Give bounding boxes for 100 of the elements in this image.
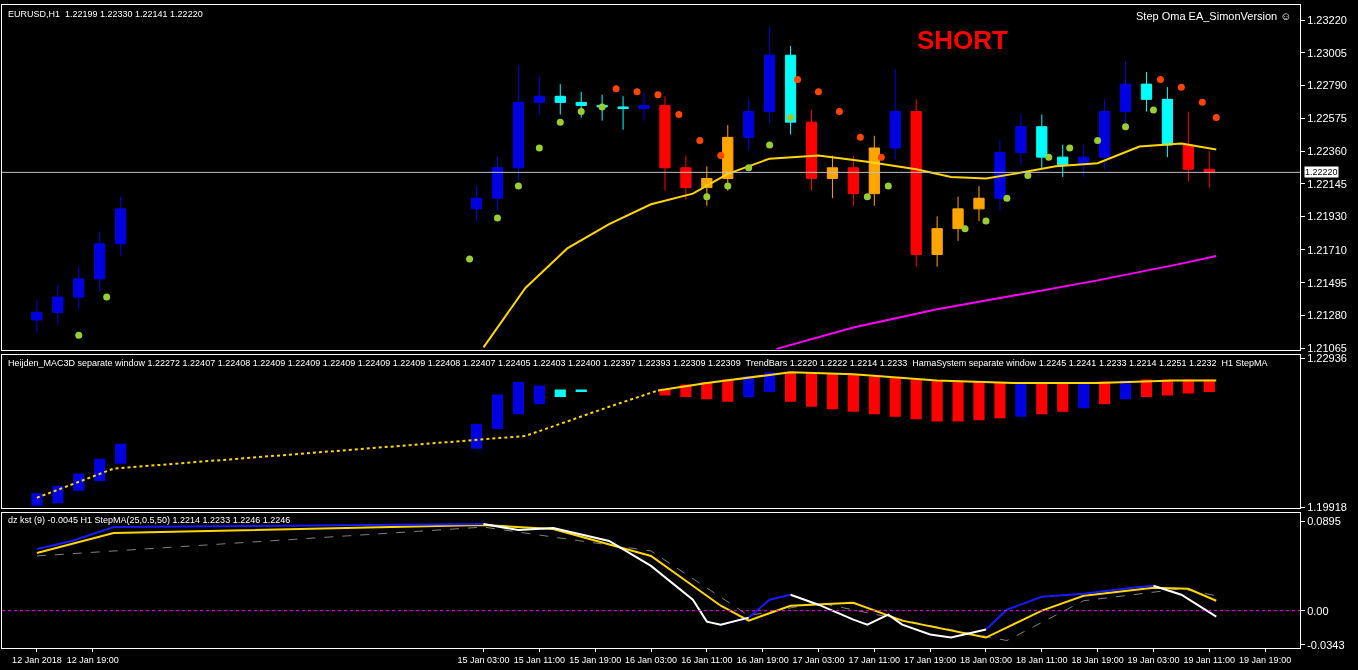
point bbox=[577, 108, 585, 115]
x-tick-label: 15 Jan 11:00 bbox=[513, 654, 566, 665]
point bbox=[814, 88, 822, 96]
bar bbox=[784, 372, 797, 402]
point bbox=[835, 108, 843, 115]
point bbox=[1177, 83, 1185, 91]
point bbox=[633, 88, 641, 96]
point bbox=[1212, 114, 1220, 122]
candlestick bbox=[470, 185, 483, 222]
bar bbox=[533, 385, 545, 405]
line-series bbox=[482, 142, 1218, 349]
point bbox=[1122, 123, 1130, 131]
bar bbox=[115, 443, 127, 464]
candlestick bbox=[31, 299, 43, 333]
x-tick-label: 17 Jan 19:00 bbox=[904, 654, 957, 665]
y-tick-label: 1.21280 bbox=[1307, 309, 1347, 322]
bar bbox=[764, 372, 776, 392]
point bbox=[884, 182, 892, 190]
candlestick bbox=[575, 91, 587, 119]
candlestick bbox=[533, 76, 545, 116]
candlestick bbox=[680, 155, 692, 201]
y-tick-label: 1.21065 bbox=[1307, 341, 1347, 354]
point bbox=[1198, 98, 1206, 106]
y-tick-label: 1.22145 bbox=[1307, 177, 1347, 190]
candlestick bbox=[73, 266, 85, 310]
candlestick bbox=[847, 155, 860, 207]
bar bbox=[952, 381, 964, 422]
bar bbox=[1036, 382, 1048, 415]
point bbox=[724, 182, 732, 190]
x-tick-label: 12 Jan 19:00 bbox=[66, 654, 119, 665]
y-tick-label: 1.23220 bbox=[1307, 14, 1347, 27]
point bbox=[675, 111, 683, 119]
candlestick bbox=[94, 231, 106, 292]
point bbox=[1045, 153, 1053, 161]
point bbox=[696, 136, 704, 144]
bar bbox=[889, 378, 901, 417]
x-tick-label: 19 Jan 03:00 bbox=[1127, 654, 1180, 665]
y-tick-label: 1.21495 bbox=[1307, 276, 1347, 289]
point bbox=[766, 141, 774, 149]
y-tick-label: 1.21710 bbox=[1307, 243, 1347, 256]
point bbox=[466, 255, 474, 263]
candlestick bbox=[52, 284, 64, 325]
y-tick-label: 1.22790 bbox=[1307, 79, 1347, 92]
candlestick bbox=[889, 68, 901, 161]
bar bbox=[1015, 382, 1027, 417]
candlestick bbox=[931, 215, 943, 268]
x-tick-label: 17 Jan 11:00 bbox=[848, 654, 901, 665]
bar bbox=[847, 374, 859, 412]
bar bbox=[910, 379, 922, 420]
point bbox=[535, 144, 543, 152]
x-tick-label: 16 Jan 19:00 bbox=[736, 654, 789, 665]
point bbox=[598, 103, 606, 111]
point bbox=[961, 225, 969, 233]
bar bbox=[52, 485, 64, 504]
annotation: Step Oma EA_SimonVersion ☺ bbox=[1136, 10, 1292, 22]
bar bbox=[1078, 382, 1090, 409]
point bbox=[75, 331, 83, 339]
point bbox=[1003, 194, 1011, 202]
point bbox=[1156, 76, 1164, 84]
point bbox=[703, 193, 711, 201]
point bbox=[514, 182, 522, 190]
x-tick-label: 17 Jan 03:00 bbox=[792, 654, 845, 665]
bar bbox=[931, 380, 943, 422]
bar bbox=[554, 389, 566, 397]
bar bbox=[805, 372, 818, 407]
point bbox=[493, 214, 501, 222]
candlestick bbox=[491, 155, 504, 211]
y-tick-label: 1.22936 bbox=[1307, 351, 1347, 364]
point bbox=[1066, 144, 1074, 152]
y-tick-label: 1.22575 bbox=[1307, 112, 1347, 125]
bar bbox=[512, 382, 524, 415]
x-tick-label: 19 Jan 11:00 bbox=[1183, 654, 1235, 665]
candlestick bbox=[554, 83, 566, 116]
bar bbox=[973, 382, 985, 421]
point bbox=[787, 114, 795, 122]
bar bbox=[994, 382, 1006, 419]
point bbox=[654, 91, 662, 99]
candlestick bbox=[512, 65, 525, 181]
point bbox=[717, 152, 725, 160]
x-tick-label: 16 Jan 11:00 bbox=[681, 654, 733, 665]
bar bbox=[868, 376, 880, 415]
line-series bbox=[775, 255, 1218, 350]
point bbox=[877, 153, 885, 161]
candlestick bbox=[1161, 86, 1174, 158]
ref-line-label: 1.22220 bbox=[1305, 167, 1338, 177]
candlestick bbox=[638, 92, 650, 122]
x-tick-label: 18 Jan 19:00 bbox=[1071, 654, 1124, 665]
candlestick bbox=[805, 109, 818, 192]
candlestick bbox=[910, 98, 922, 268]
candlestick bbox=[617, 95, 629, 131]
bar bbox=[94, 458, 106, 481]
point bbox=[612, 85, 620, 93]
candlestick bbox=[826, 155, 839, 199]
y-tick-label: -0.0343 bbox=[1307, 638, 1345, 651]
bar bbox=[31, 493, 43, 506]
point bbox=[982, 217, 990, 225]
y-tick-label: 0.00 bbox=[1307, 604, 1329, 617]
point bbox=[1024, 171, 1032, 179]
x-tick-label: 18 Jan 03:00 bbox=[959, 654, 1012, 665]
point bbox=[745, 164, 753, 172]
